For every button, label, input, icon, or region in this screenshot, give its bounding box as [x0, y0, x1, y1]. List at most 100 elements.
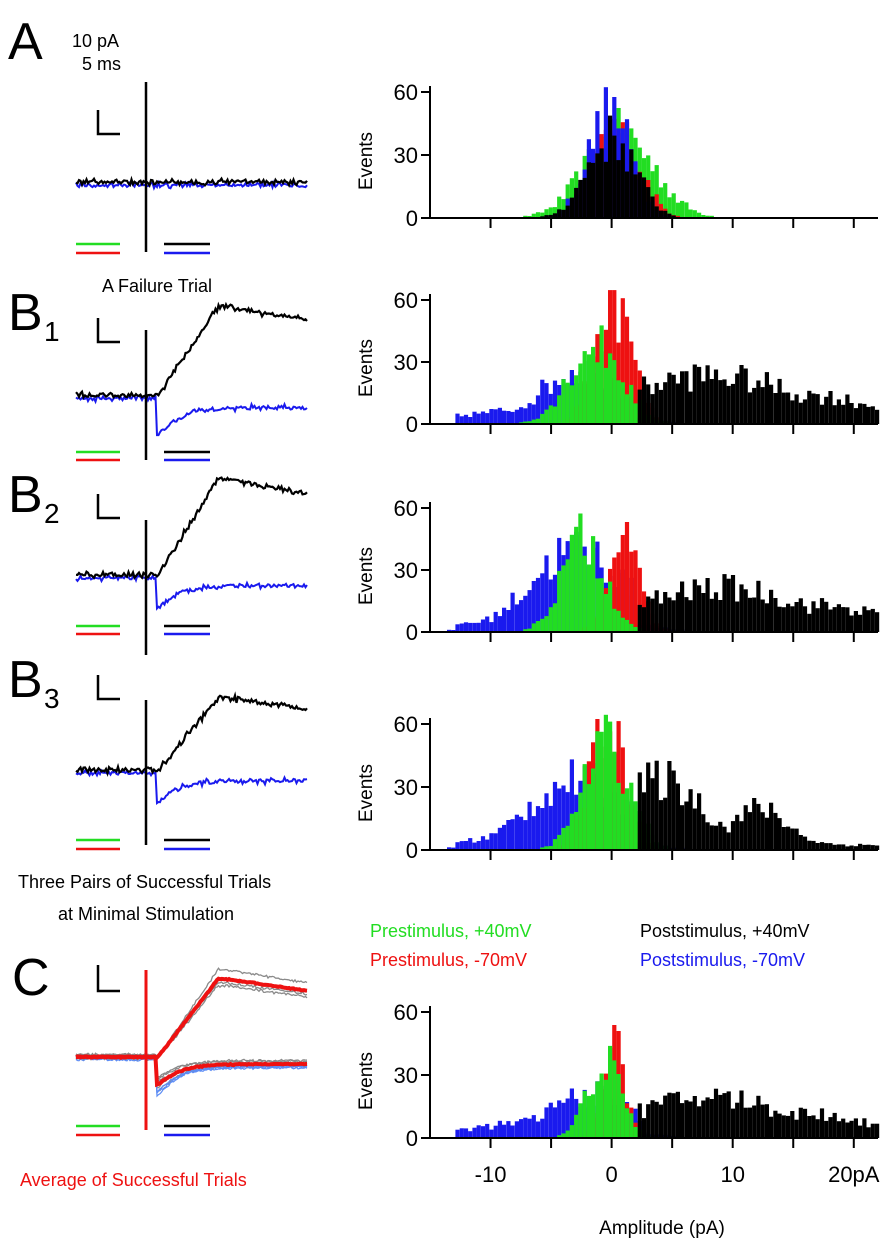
bar: [455, 842, 460, 850]
bar: [760, 812, 765, 850]
y-axis-label: Events: [356, 132, 377, 190]
bar: [739, 584, 744, 632]
bar: [616, 782, 621, 850]
bar: [870, 608, 875, 632]
series-poststimulus-40mv: [540, 115, 676, 218]
bar: [637, 772, 642, 850]
bar: [535, 621, 541, 632]
bar: [646, 384, 651, 424]
bar: [493, 1125, 498, 1138]
bar: [514, 1121, 519, 1138]
bar: [523, 629, 528, 632]
bar: [671, 374, 676, 424]
bar: [459, 623, 464, 632]
bar: [735, 814, 740, 850]
bar: [798, 598, 803, 632]
series-prestimulus-40mv: [540, 714, 672, 850]
bar: [735, 1102, 740, 1138]
bar: [463, 622, 469, 632]
panel-label-b2: B: [8, 466, 43, 524]
bar: [544, 209, 549, 218]
bar: [870, 1123, 875, 1138]
bar: [756, 803, 761, 850]
bar: [849, 615, 854, 632]
bar: [506, 1121, 511, 1138]
bar: [552, 839, 558, 850]
bar: [544, 409, 549, 424]
x-tick-label: -10: [475, 1162, 507, 1187]
bar: [608, 353, 613, 424]
bar: [480, 1126, 486, 1138]
bar: [595, 1081, 600, 1138]
bar: [514, 814, 519, 850]
bar: [730, 383, 736, 424]
bar: [790, 400, 795, 424]
legend-post-neg: Poststimulus, -70mV: [640, 950, 806, 970]
legend-pre-neg: Prestimulus, -70mV: [370, 950, 528, 970]
bar: [629, 1113, 634, 1138]
bar: [519, 600, 524, 632]
bar: [548, 805, 553, 850]
bar: [620, 793, 625, 850]
bar: [841, 1118, 846, 1138]
bar: [497, 407, 502, 424]
bar: [485, 839, 490, 850]
bar: [557, 209, 562, 218]
bar: [739, 1090, 744, 1138]
bar: [586, 564, 591, 632]
bar: [735, 601, 740, 632]
bar: [447, 629, 452, 632]
bar: [807, 1116, 812, 1138]
bar: [811, 1115, 816, 1138]
caption-success-2: at Minimal Stimulation: [58, 904, 235, 924]
bar: [747, 392, 752, 424]
bar: [489, 1129, 494, 1138]
bar: [540, 379, 545, 424]
bar: [608, 1045, 613, 1138]
bar: [654, 760, 659, 850]
bar: [612, 135, 617, 218]
bar: [468, 622, 473, 632]
bar: [769, 589, 774, 632]
bar: [569, 759, 574, 850]
bar: [557, 570, 562, 632]
scale-bar: [96, 494, 120, 520]
bar: [752, 798, 757, 850]
bar: [637, 1103, 642, 1138]
bar: [603, 714, 608, 850]
bar: [680, 581, 685, 632]
bar: [544, 793, 549, 850]
bar: [531, 419, 536, 424]
bar: [502, 1124, 507, 1138]
bar: [684, 202, 689, 218]
bar: [650, 1100, 655, 1138]
y-axis-label: Events: [356, 547, 377, 605]
bar: [624, 316, 630, 424]
bar: [845, 607, 850, 632]
bar: [548, 846, 553, 850]
bar: [697, 1106, 702, 1138]
trace-pos40: [75, 691, 308, 777]
bar: [722, 379, 727, 424]
bar: [595, 578, 600, 632]
bar: [671, 215, 676, 218]
bar: [684, 1100, 689, 1138]
bar: [591, 768, 596, 850]
bar: [502, 824, 507, 850]
bar: [730, 1108, 736, 1138]
bar: [671, 600, 676, 632]
bar: [506, 610, 511, 632]
bar: [535, 806, 541, 850]
panel-sub-b2: 2: [44, 498, 60, 529]
bar: [824, 396, 829, 424]
bar: [603, 594, 608, 632]
bar: [654, 194, 659, 218]
bar: [773, 812, 778, 850]
panel-label-b3: B: [8, 651, 43, 709]
bar: [824, 843, 829, 850]
trace-panel-B1: [75, 301, 308, 462]
bar: [616, 380, 621, 424]
bar: [747, 597, 752, 632]
bar: [557, 1135, 562, 1138]
bar: [485, 413, 490, 424]
